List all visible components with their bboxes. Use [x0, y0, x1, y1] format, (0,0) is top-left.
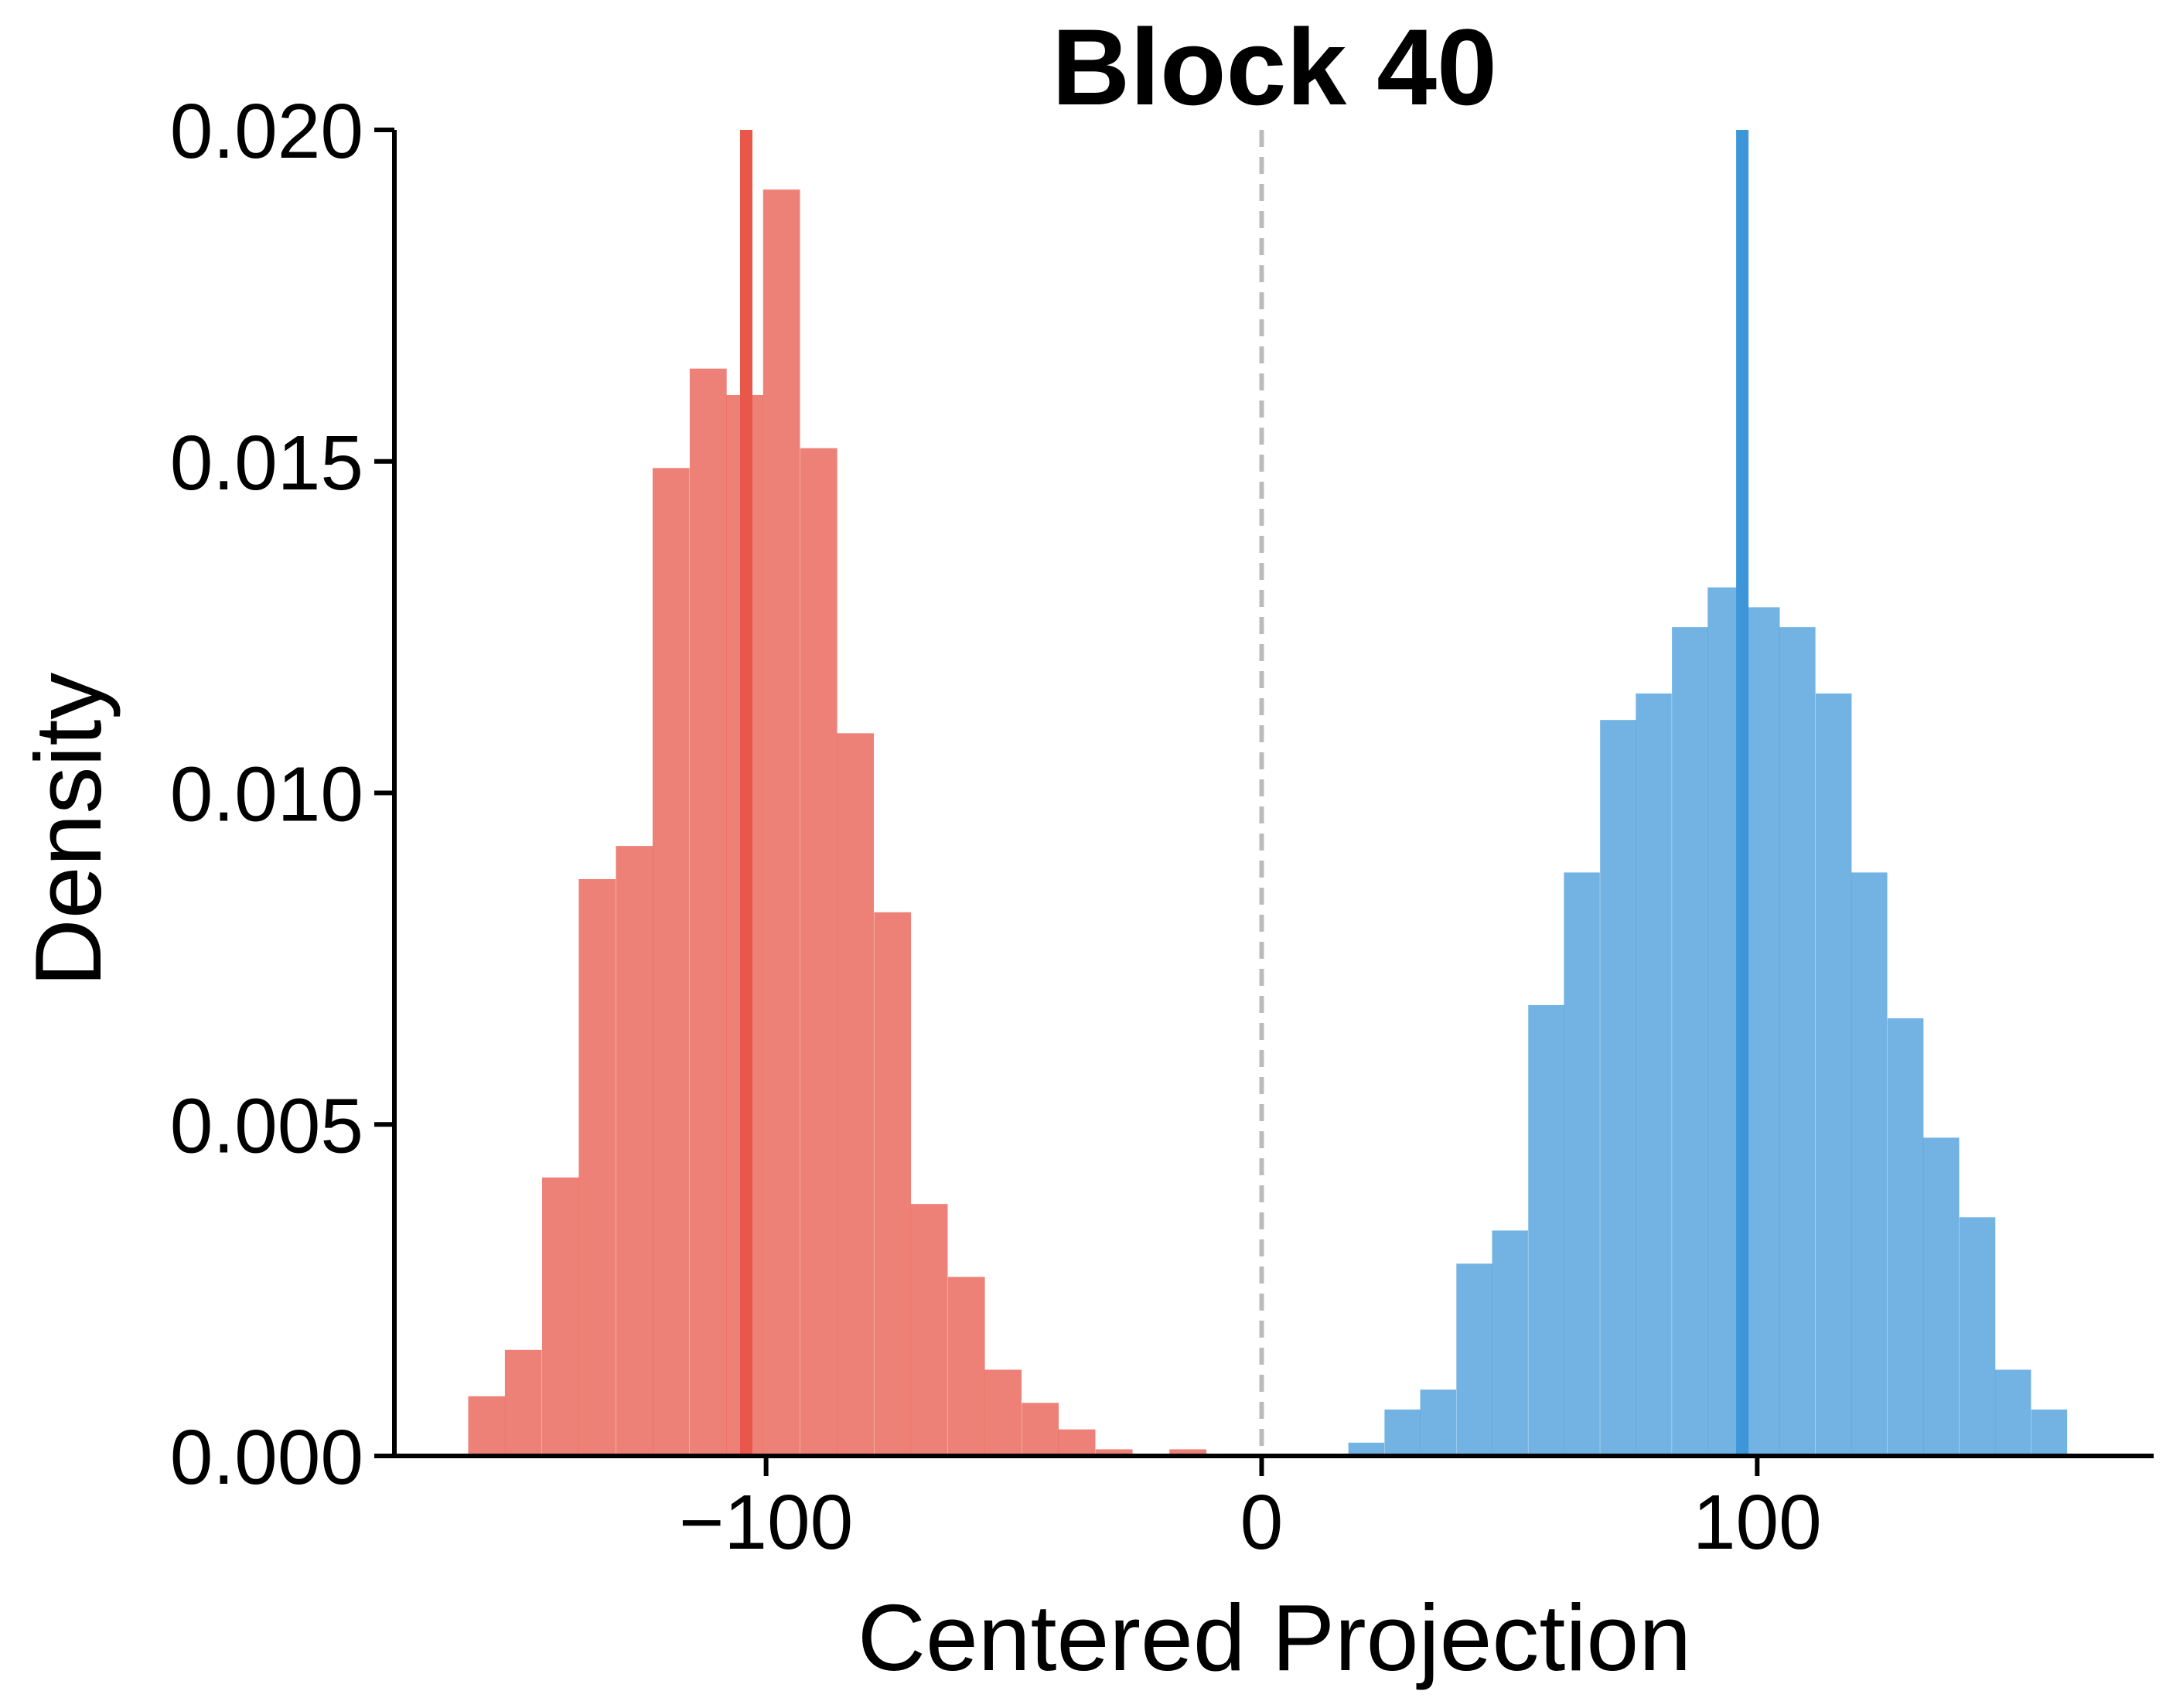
series-0-bar [578, 878, 616, 1456]
series-1-bar [1492, 1230, 1528, 1456]
series-1-bar [1456, 1263, 1492, 1456]
axes-layer: 0.000 0.005 0.010 0.015 0.020 −100 0 100 [170, 88, 2154, 1566]
series-0-bar [689, 368, 727, 1457]
series-1-bar [1564, 872, 1600, 1456]
series-0-bar [652, 468, 690, 1457]
series-1-bar [1636, 693, 1672, 1456]
y-axis-label: Density [15, 673, 121, 987]
series-1-bar [1420, 1389, 1457, 1456]
series-1-bar [1779, 627, 1816, 1456]
y-tick-label: 0.005 [170, 1082, 363, 1169]
series-1-bar [1384, 1409, 1421, 1456]
x-axis-label: Centered Projection [858, 1585, 1691, 1690]
series-1-bar [1744, 607, 1780, 1456]
y-tick-label: 0.015 [170, 420, 363, 506]
series-0-bar [1169, 1449, 1207, 1456]
reference-lines-layer [740, 130, 1749, 1456]
series-0-bar [762, 189, 800, 1456]
y-tick-label: 0.010 [170, 752, 363, 838]
series-1-bar [1600, 720, 1636, 1456]
series-1-bar [1959, 1217, 1996, 1456]
series-0-bar [1058, 1429, 1096, 1456]
series-1-bar [1851, 872, 1888, 1456]
series-0-bar [541, 1177, 579, 1456]
series-0-bar [616, 846, 653, 1456]
series-0-bar [504, 1349, 542, 1456]
series-0-bar [984, 1369, 1022, 1456]
y-tick-label: 0.000 [170, 1414, 363, 1501]
series-1-bar [1994, 1369, 2031, 1456]
series-1-bar [1887, 1018, 1924, 1456]
series-0-bar [910, 1204, 948, 1456]
series-1-bar [1672, 627, 1708, 1456]
x-tick-label: 100 [1693, 1479, 1822, 1566]
chart-title: Block 40 [1052, 6, 1497, 128]
series-1-bar [1923, 1137, 1960, 1456]
series-0-bar [1022, 1403, 1059, 1456]
x-tick-label: 0 [1240, 1479, 1284, 1566]
series-0-bar [468, 1396, 506, 1456]
series-0-bar [1095, 1449, 1133, 1456]
y-tick-label: 0.020 [170, 88, 363, 175]
bars-layer [468, 189, 2068, 1457]
series-0-bar [800, 448, 837, 1456]
series-0-bar [947, 1277, 985, 1456]
x-tick-label: −100 [679, 1479, 853, 1566]
series-0-bar [837, 733, 875, 1456]
series-1-bar [1348, 1442, 1385, 1456]
series-1-bar [1528, 1004, 1564, 1456]
series-1-bar [2031, 1409, 2068, 1456]
series-1-bar [1815, 693, 1852, 1456]
series-0-bar [874, 912, 912, 1456]
